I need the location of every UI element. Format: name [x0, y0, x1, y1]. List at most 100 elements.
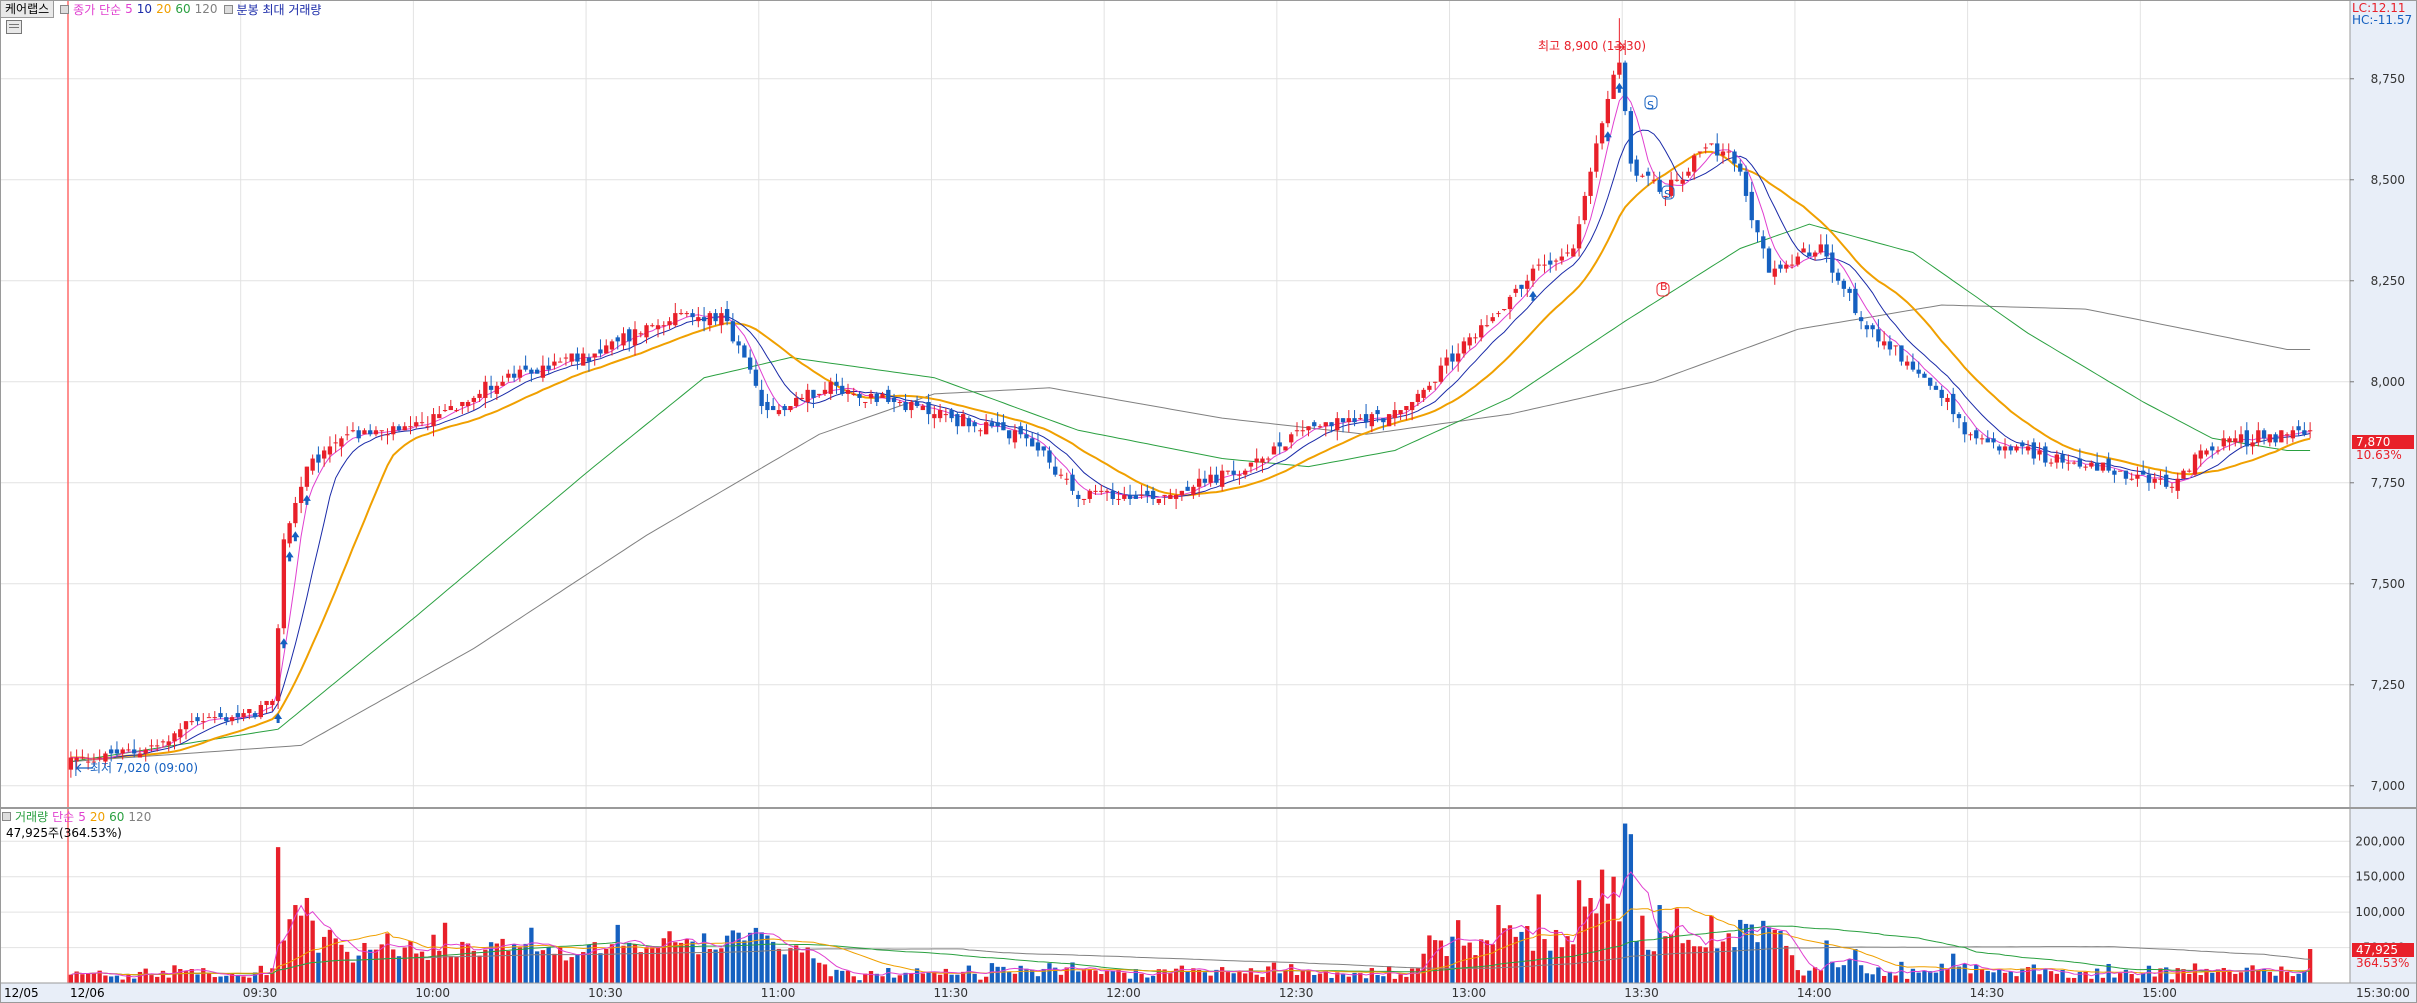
- candle-body: [1335, 418, 1340, 431]
- candle-body: [500, 381, 505, 386]
- sell-signal-2: S: [1664, 188, 1671, 201]
- volume-label[interactable]: 거래량: [15, 810, 49, 824]
- chart-legend: 케어랩스 종가 단순 5 10 20 60 120 분봉 최대 거래량: [0, 0, 325, 18]
- volume-bar: [1830, 961, 1835, 983]
- candle-body: [794, 397, 799, 407]
- volume-bar: [621, 945, 626, 983]
- candle-body: [644, 325, 649, 338]
- candle-body: [2083, 466, 2088, 468]
- volume-bar: [1968, 973, 1973, 983]
- price-tick-label: 7,750: [2371, 476, 2405, 490]
- candle-body: [1582, 195, 1587, 221]
- volume-bar: [926, 972, 931, 983]
- candle-body: [730, 321, 736, 342]
- date-label: 12/05: [4, 986, 39, 1000]
- candle-body: [2244, 430, 2249, 447]
- volume-bar: [667, 931, 672, 983]
- candle-body: [189, 721, 194, 723]
- volume-bar: [1697, 946, 1703, 983]
- volume-bar: [1824, 940, 1829, 983]
- volume-bar: [707, 948, 712, 983]
- candle-body: [1450, 353, 1455, 362]
- candle-body: [1162, 494, 1167, 496]
- volume-bar: [1133, 969, 1138, 983]
- candle-body: [1202, 478, 1208, 483]
- vol-ma120-line: [70, 946, 2311, 976]
- candle-body: [655, 325, 661, 330]
- candle-body: [937, 410, 943, 419]
- volume-ma-label[interactable]: 단순: [52, 810, 75, 824]
- candle-body: [1622, 62, 1628, 112]
- vol-ma60-label: 60: [109, 809, 125, 824]
- candle-body: [1076, 494, 1081, 499]
- volume-bar: [1243, 973, 1248, 983]
- candle-body: [2233, 438, 2238, 443]
- candle-body: [868, 393, 874, 398]
- volume-bar: [932, 971, 937, 983]
- candle-body: [229, 717, 235, 722]
- candle-body: [1519, 284, 1524, 289]
- candle-body: [1536, 264, 1541, 266]
- candle-body: [477, 393, 482, 398]
- price-ma-label[interactable]: 종가 단순: [73, 2, 122, 17]
- volume-bar: [1559, 947, 1564, 983]
- volume-bar: [431, 934, 436, 983]
- volume-bar: [771, 941, 776, 983]
- volume-bar: [1271, 962, 1277, 983]
- volume-bar: [327, 929, 333, 983]
- candle-body: [1640, 175, 1645, 177]
- candle-body: [2025, 446, 2031, 451]
- candle-body: [534, 369, 540, 374]
- candle-body: [1680, 179, 1685, 184]
- current-volume-pct: 364.53%: [2356, 956, 2409, 970]
- candle-body: [1709, 143, 1714, 145]
- candle-body: [316, 454, 321, 463]
- stock-name[interactable]: 케어랩스: [0, 0, 55, 18]
- candle-body: [310, 458, 315, 471]
- candle-body: [373, 430, 379, 435]
- candle-body: [678, 313, 684, 315]
- volume-bar: [2198, 975, 2203, 983]
- period-label[interactable]: 분봉 최대 거래량: [236, 2, 322, 17]
- volume-bar: [500, 938, 505, 983]
- settings-icon[interactable]: [6, 20, 22, 34]
- volume-bar: [1283, 969, 1288, 983]
- candle-body: [448, 406, 453, 411]
- candle-body: [2267, 434, 2272, 443]
- volume-bar: [1703, 947, 1708, 983]
- candle-body: [621, 333, 626, 346]
- volume-bar: [2227, 971, 2232, 983]
- volume-bar: [1715, 948, 1720, 983]
- buy-arrow-icon: [1529, 290, 1538, 301]
- ma5-line: [70, 93, 2311, 760]
- candle-body: [1432, 381, 1438, 383]
- volume-bar: [1461, 945, 1467, 983]
- candle-body: [926, 401, 931, 415]
- volume-bar: [1277, 973, 1282, 983]
- volume-bar: [920, 973, 925, 983]
- volume-bar: [178, 968, 183, 983]
- candle-body: [719, 313, 724, 326]
- candle-body: [2273, 434, 2278, 443]
- candle-body: [1588, 171, 1593, 196]
- volume-bar: [356, 955, 361, 983]
- candle-body: [1001, 422, 1006, 431]
- volume-bar: [229, 973, 235, 983]
- volume-bar: [1905, 978, 1910, 983]
- volume-bar: [414, 953, 419, 983]
- volume-bar: [1876, 967, 1881, 983]
- volume-bar: [1306, 969, 1311, 983]
- candle-body: [903, 401, 908, 411]
- volume-bar: [1916, 972, 1921, 983]
- volume-bar: [678, 942, 684, 983]
- volume-bar: [523, 943, 528, 983]
- candle-body: [85, 761, 91, 763]
- volume-bar: [581, 952, 586, 983]
- volume-bar: [109, 976, 114, 983]
- volume-bar: [1548, 950, 1553, 983]
- volume-bar: [1231, 973, 1236, 983]
- candle-body: [120, 749, 125, 754]
- volume-bar: [897, 975, 902, 983]
- buy-arrow-icon: [274, 713, 283, 724]
